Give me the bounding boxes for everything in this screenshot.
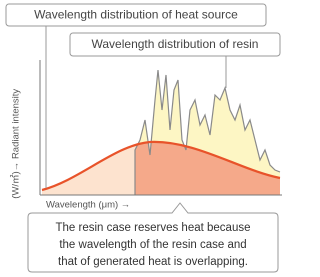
resin-line xyxy=(134,69,281,195)
callout-text: that of generated heat is overlapping. xyxy=(58,256,248,268)
overlap-area xyxy=(135,141,280,195)
page: {"labels": {"heat_source": "Wavelength d… xyxy=(5,3,282,273)
heat-line xyxy=(41,140,281,192)
callout-text: The resin case reserves heat because xyxy=(56,222,251,234)
y-axis-unit: (W/㎡) xyxy=(11,171,22,198)
x-axis-label: Wavelength (μm) → xyxy=(46,200,130,211)
diagram: Wavelength distribution of heat source W… xyxy=(5,3,282,273)
label-box xyxy=(5,3,267,27)
callout-box xyxy=(27,202,279,273)
callout-text: the wavelength of the resin case and xyxy=(59,239,246,251)
label-heat-source: Wavelength distribution of heat source xyxy=(34,8,238,22)
y-axis-label: → Radiant intensity xyxy=(11,89,22,172)
label-box xyxy=(69,32,281,57)
label-resin: Wavelength distribution of resin xyxy=(92,37,259,51)
